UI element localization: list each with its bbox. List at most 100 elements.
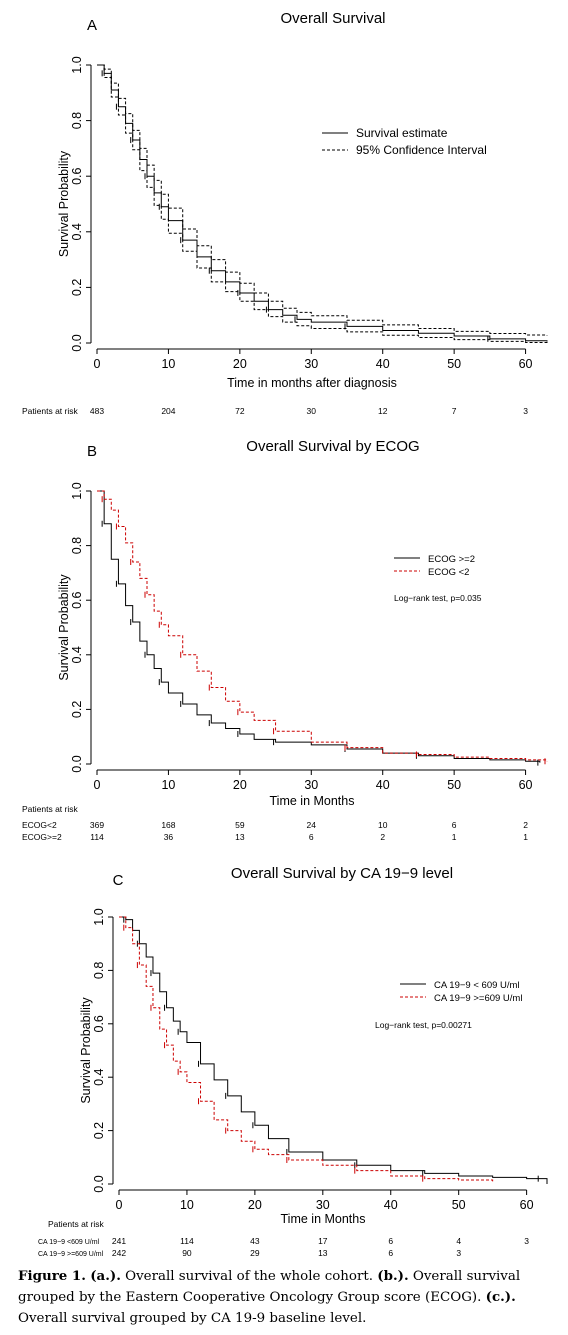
panel-a-risk-value: 204: [161, 406, 175, 416]
panel-c-y-tick-label: 0.8: [92, 962, 106, 979]
panel-c-series-2-curve: [119, 916, 494, 1182]
panel-c-y-label: Survival Probability: [79, 997, 93, 1104]
panel-b-risk-value: 36: [164, 832, 174, 842]
panel-c-risk-row-label: CA 19−9 >=609 U/ml: [38, 1251, 104, 1258]
panel-b-x-tick-label: 0: [94, 778, 101, 792]
panel-a-risk-value: 3: [523, 406, 528, 416]
panel-b-title: Overall Survival by ECOG: [246, 438, 419, 455]
panel-b-risk-value: 114: [90, 832, 104, 842]
panel-b-y-tick-label: 0.4: [70, 646, 84, 663]
panel-a-risk-value: 12: [378, 406, 388, 416]
panel-c-risk-value: 17: [318, 1236, 328, 1246]
panel-b-y-tick-label: 0.6: [70, 591, 84, 608]
panel-a-legend-label-2: 95% Confidence Interval: [356, 143, 487, 157]
panel-c-y-tick-label: 0.6: [92, 1015, 106, 1032]
panel-c-x-tick-label: 0: [116, 1198, 123, 1212]
caption-b-label: (b.).: [377, 1268, 409, 1284]
panel-b-y-label: Survival Probability: [57, 574, 71, 681]
panel-b-x-tick-label: 40: [376, 778, 390, 792]
panel-c-letter: C: [113, 872, 124, 889]
panel-b-risk-value: 6: [452, 820, 457, 830]
panel-c-y-tick-label: 1.0: [92, 908, 106, 925]
panel-c-y-tick-label: 0.2: [92, 1122, 106, 1139]
panel-b-x-tick-label: 20: [233, 778, 247, 792]
panel-b-y-tick-label: 0.2: [70, 701, 84, 718]
panel-c-risk-value: 90: [182, 1248, 192, 1258]
panel-a-risk-value: 72: [235, 406, 245, 416]
panel-b-x-tick-label: 60: [519, 778, 533, 792]
panel-b-series-2-curve: [97, 490, 548, 762]
panel-c-x-label: Time in Months: [281, 1212, 366, 1226]
panel-c-risk-value: 241: [112, 1236, 126, 1246]
panel-c-risk-value: 6: [388, 1248, 393, 1258]
panel-a-y-tick-label: 0.0: [70, 334, 84, 351]
panel-b-annotation: Log−rank test, p=0.035: [394, 593, 482, 603]
panel-c-x-tick-label: 20: [248, 1198, 262, 1212]
panel-c-x-tick-label: 10: [180, 1198, 194, 1212]
panel-b-risk-table-title: Patients at risk: [22, 804, 78, 814]
panel-b-series-1-curve: [97, 490, 541, 763]
panel-a-y-label: Survival Probability: [57, 150, 71, 257]
panel-c-risk-value: 13: [318, 1248, 328, 1258]
panel-a-risk-value: 30: [307, 406, 317, 416]
panel-c-risk-value: 29: [250, 1248, 260, 1258]
caption-figure-label: Figure 1.: [18, 1268, 86, 1284]
panel-a-title: Overall Survival: [280, 10, 385, 27]
panel-c-risk-value: 3: [524, 1236, 529, 1246]
panel-a-x-label: Time in months after diagnosis: [227, 376, 397, 390]
panel-b-x-label: Time in Months: [270, 794, 355, 808]
panel-c-legend-label-1: CA 19−9 < 609 U/ml: [434, 980, 520, 991]
panel-c-risk-table-title: Patients at risk: [48, 1219, 104, 1229]
panel-a-risk-value: 483: [90, 406, 104, 416]
panel-a-y-tick-label: 0.6: [70, 167, 84, 184]
panel-c-y-tick-label: 0.0: [92, 1175, 106, 1192]
panel-a-y-tick-label: 1.0: [70, 56, 84, 73]
panel-c-risk-value: 43: [250, 1236, 260, 1246]
panel-b-y-tick-label: 0.8: [70, 537, 84, 554]
panel-c-x-tick-label: 40: [384, 1198, 398, 1212]
panel-b-risk-value: 168: [161, 820, 175, 830]
panel-a-series-3-curve: [97, 64, 548, 343]
panel-a-x-tick-label: 20: [233, 357, 247, 371]
panel-b-risk-value: 24: [307, 820, 317, 830]
panel-a-letter: A: [87, 17, 97, 34]
panel-c-series-1-curve: [119, 916, 548, 1184]
caption-c-label: (c.).: [485, 1289, 516, 1305]
panel-b-risk-row-label: ECOG>=2: [22, 832, 62, 842]
panel-b-risk-value: 1: [452, 832, 457, 842]
panel-b-risk-value: 369: [90, 820, 104, 830]
panel-a-series-1-curve: [97, 64, 548, 342]
panel-b-y-tick-label: 0.0: [70, 755, 84, 772]
panel-b-risk-row-label: ECOG<2: [22, 820, 57, 830]
caption-b-text: Overall survival grouped by the Eastern …: [18, 1269, 521, 1305]
panel-b-risk-value: 10: [378, 820, 388, 830]
panel-b-risk-value: 2: [523, 820, 528, 830]
panel-a-legend-label-1: Survival estimate: [356, 126, 448, 140]
panel-a-risk-value: 7: [452, 406, 457, 416]
panel-c-risk-value: 114: [180, 1236, 194, 1246]
caption-c-text: Overall survival grouped by CA 19-9 base…: [18, 1311, 367, 1326]
panel-a-x-tick-label: 0: [94, 357, 101, 371]
panel-a-y-tick-label: 0.2: [70, 279, 84, 296]
panel-c-title: Overall Survival by CA 19−9 level: [231, 865, 453, 882]
panel-a-x-tick-label: 10: [161, 357, 175, 371]
panel-b-x-tick-label: 10: [161, 778, 175, 792]
panel-a-y-tick-label: 0.4: [70, 223, 84, 240]
panel-c-y-tick-label: 0.4: [92, 1068, 106, 1085]
panel-c-risk-value: 3: [456, 1248, 461, 1258]
panel-c-risk-value: 6: [388, 1236, 393, 1246]
panel-b-risk-value: 1: [523, 832, 528, 842]
panel-b-x-tick-label: 50: [447, 778, 461, 792]
panel-b-letter: B: [87, 443, 97, 460]
panel-c-x-tick-label: 30: [316, 1198, 330, 1212]
panel-c-legend-label-2: CA 19−9 >=609 U/ml: [434, 993, 522, 1004]
panel-a-x-tick-label: 50: [447, 357, 461, 371]
panel-b-x-tick-label: 30: [304, 778, 318, 792]
caption-a-label: (a.).: [90, 1268, 121, 1284]
panel-c-x-tick-label: 60: [520, 1198, 534, 1212]
panel-a-x-tick-label: 40: [376, 357, 390, 371]
panel-b-legend-label-1: ECOG >=2: [428, 554, 475, 565]
panel-b-risk-value: 13: [235, 832, 245, 842]
panel-c-annotation: Log−rank test, p=0.00271: [375, 1020, 472, 1030]
